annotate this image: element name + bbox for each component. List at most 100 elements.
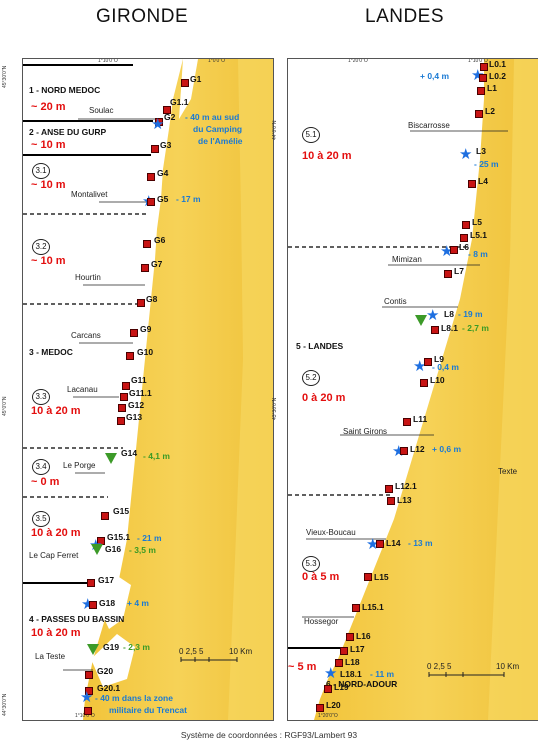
subzone-5-2-badge: 5.2 <box>302 370 320 386</box>
site-marker-g20-1 <box>85 687 93 695</box>
site-label-l12-1: L12.1 <box>395 481 417 491</box>
site-marker-l1 <box>477 87 485 95</box>
place-le-cap-ferret: Le Cap Ferret <box>29 551 79 560</box>
site-label-g15-1: G15.1 <box>107 532 131 542</box>
site-marker-l12 <box>400 447 408 455</box>
site-label-l9: L9 <box>434 354 444 364</box>
site-marker-g5 <box>147 198 155 206</box>
site-marker-l15 <box>364 573 372 581</box>
depth-5-3: 0 à 5 m <box>302 571 340 583</box>
depth-passes-du-bassin: 10 à 20 m <box>31 627 81 639</box>
site-label-g6: G6 <box>154 235 166 245</box>
site-marker-l10 <box>420 379 428 387</box>
site-marker-g20-2 <box>84 707 92 715</box>
site-marker-g1 <box>181 79 189 87</box>
landes-scale-ticks: 0 2,5 5 <box>427 662 452 671</box>
gironde-title: GIRONDE <box>96 6 189 27</box>
place-saint-girons: Saint Girons <box>343 427 388 436</box>
place-carcans: Carcans <box>71 331 101 340</box>
site-label-g7: G7 <box>151 259 163 269</box>
star-marker-g20-1: ★ <box>80 689 94 706</box>
site-label-l7: L7 <box>454 266 464 276</box>
star-marker-l9: ★ <box>413 358 427 375</box>
site-marker-l19 <box>324 685 332 693</box>
site-marker-g7 <box>141 264 149 272</box>
site-marker-g11-1 <box>120 393 128 401</box>
site-label-l5: L5 <box>472 217 482 227</box>
landes-title: LANDES <box>365 6 445 27</box>
blue-note-l3: - 25 m <box>474 159 499 169</box>
site-marker-l18 <box>335 659 343 667</box>
site-marker-l12-1 <box>385 485 393 493</box>
blue-note-l12: + 0,6 m <box>432 444 462 454</box>
zone-nord-medoc: 1 - NORD MEDOC <box>29 85 101 95</box>
site-label-g2: G2 <box>164 112 176 122</box>
place-soulac: Soulac <box>89 106 114 115</box>
site-label-l0-1: L0.1 <box>489 59 507 69</box>
texte-label: Texte <box>498 467 518 476</box>
site-marker-l16 <box>346 633 354 641</box>
blue-note-g18: + 4 m <box>127 598 149 608</box>
site-label-l6: L6 <box>459 242 469 252</box>
landes-left-tick-2: 43°30'0"N <box>272 397 278 420</box>
site-label-g13: G13 <box>126 412 143 422</box>
site-marker-g9 <box>130 329 138 337</box>
triangle-marker-g14 <box>105 453 117 464</box>
site-label-l15-1: L15.1 <box>362 602 384 612</box>
blue-note-g20-1-line2: militaire du Trencat <box>109 705 187 715</box>
site-label-g10: G10 <box>137 347 154 357</box>
depth-5-2: 0 à 20 m <box>302 392 346 404</box>
site-label-l0-2: L0.2 <box>489 71 507 81</box>
zone-passes-du-bassin: 4 - PASSES DU BASSIN <box>29 614 125 624</box>
gironde-left-tick-3: 44°30'0"N <box>2 693 8 716</box>
blue-note-l0: + 0,4 m <box>420 71 450 81</box>
star-marker-l8: ★ <box>426 307 440 324</box>
gironde-left-tick-2: 45°0'0"N <box>2 396 8 416</box>
site-marker-l7 <box>444 270 452 278</box>
blue-note-l6: - 8 m <box>468 249 488 259</box>
landes-top-tick-2: 1°10'0"O <box>468 58 488 64</box>
gironde-scale-end: 10 Km <box>229 647 253 656</box>
triangle-marker-g19 <box>87 644 99 655</box>
star-marker-g2: ★ <box>151 116 165 133</box>
site-label-g20: G20 <box>97 666 114 676</box>
site-marker-g20 <box>85 671 93 679</box>
gironde-terrain <box>23 59 273 720</box>
site-label-l18: L18 <box>345 657 360 667</box>
gironde-scale-ticks: 0 2,5 5 <box>179 647 204 656</box>
blue-note-l8: - 19 m <box>458 309 483 319</box>
site-label-g19: G19 <box>103 642 120 652</box>
place-le-porge: Le Porge <box>63 461 96 470</box>
gironde-left-tick-1: 45°30'0"N <box>2 65 8 88</box>
subzone-5-1-badge: 5.1 <box>302 127 320 143</box>
depth-3-2: ~ 10 m <box>31 255 66 267</box>
site-label-l8-1: L8.1 <box>441 323 459 333</box>
site-marker-g13 <box>117 417 125 425</box>
triangle-marker-g16 <box>91 544 103 555</box>
site-label-g20-1: G20.1 <box>97 683 121 693</box>
landes-terrain <box>288 59 538 720</box>
site-marker-g1-1 <box>163 106 171 114</box>
site-label-l2: L2 <box>485 106 495 116</box>
site-marker-g3 <box>151 145 159 153</box>
site-label-g8: G8 <box>146 294 158 304</box>
landes-top-tick-1: 1°20'0"O <box>348 58 368 64</box>
site-label-g9: G9 <box>140 324 152 334</box>
site-marker-g15 <box>101 512 109 520</box>
depth-nord-medoc: ~ 20 m <box>31 101 66 113</box>
star-marker-l3: ★ <box>459 146 473 163</box>
site-label-g18: G18 <box>99 598 116 608</box>
blue-note-g2-line2: du Camping <box>193 124 243 134</box>
blue-note-g15-1: - 21 m <box>137 533 162 543</box>
place-vieux-boucau: Vieux-Boucau <box>306 528 356 537</box>
site-label-l5-1: L5.1 <box>470 230 488 240</box>
gironde-top-tick-1: 1°10'0"O <box>98 58 118 64</box>
coordinate-system-footer: Système de coordonnées : RGF93/Lambert 9… <box>180 730 358 740</box>
site-label-l1: L1 <box>487 83 497 93</box>
site-marker-l14 <box>376 540 384 548</box>
site-marker-l8-1 <box>431 326 439 334</box>
site-marker-g11 <box>122 382 130 390</box>
site-label-g12: G12 <box>128 400 145 410</box>
landes-bottom-tick: 1°20'0"O <box>318 713 338 719</box>
place-lacanau: Lacanau <box>67 385 98 394</box>
